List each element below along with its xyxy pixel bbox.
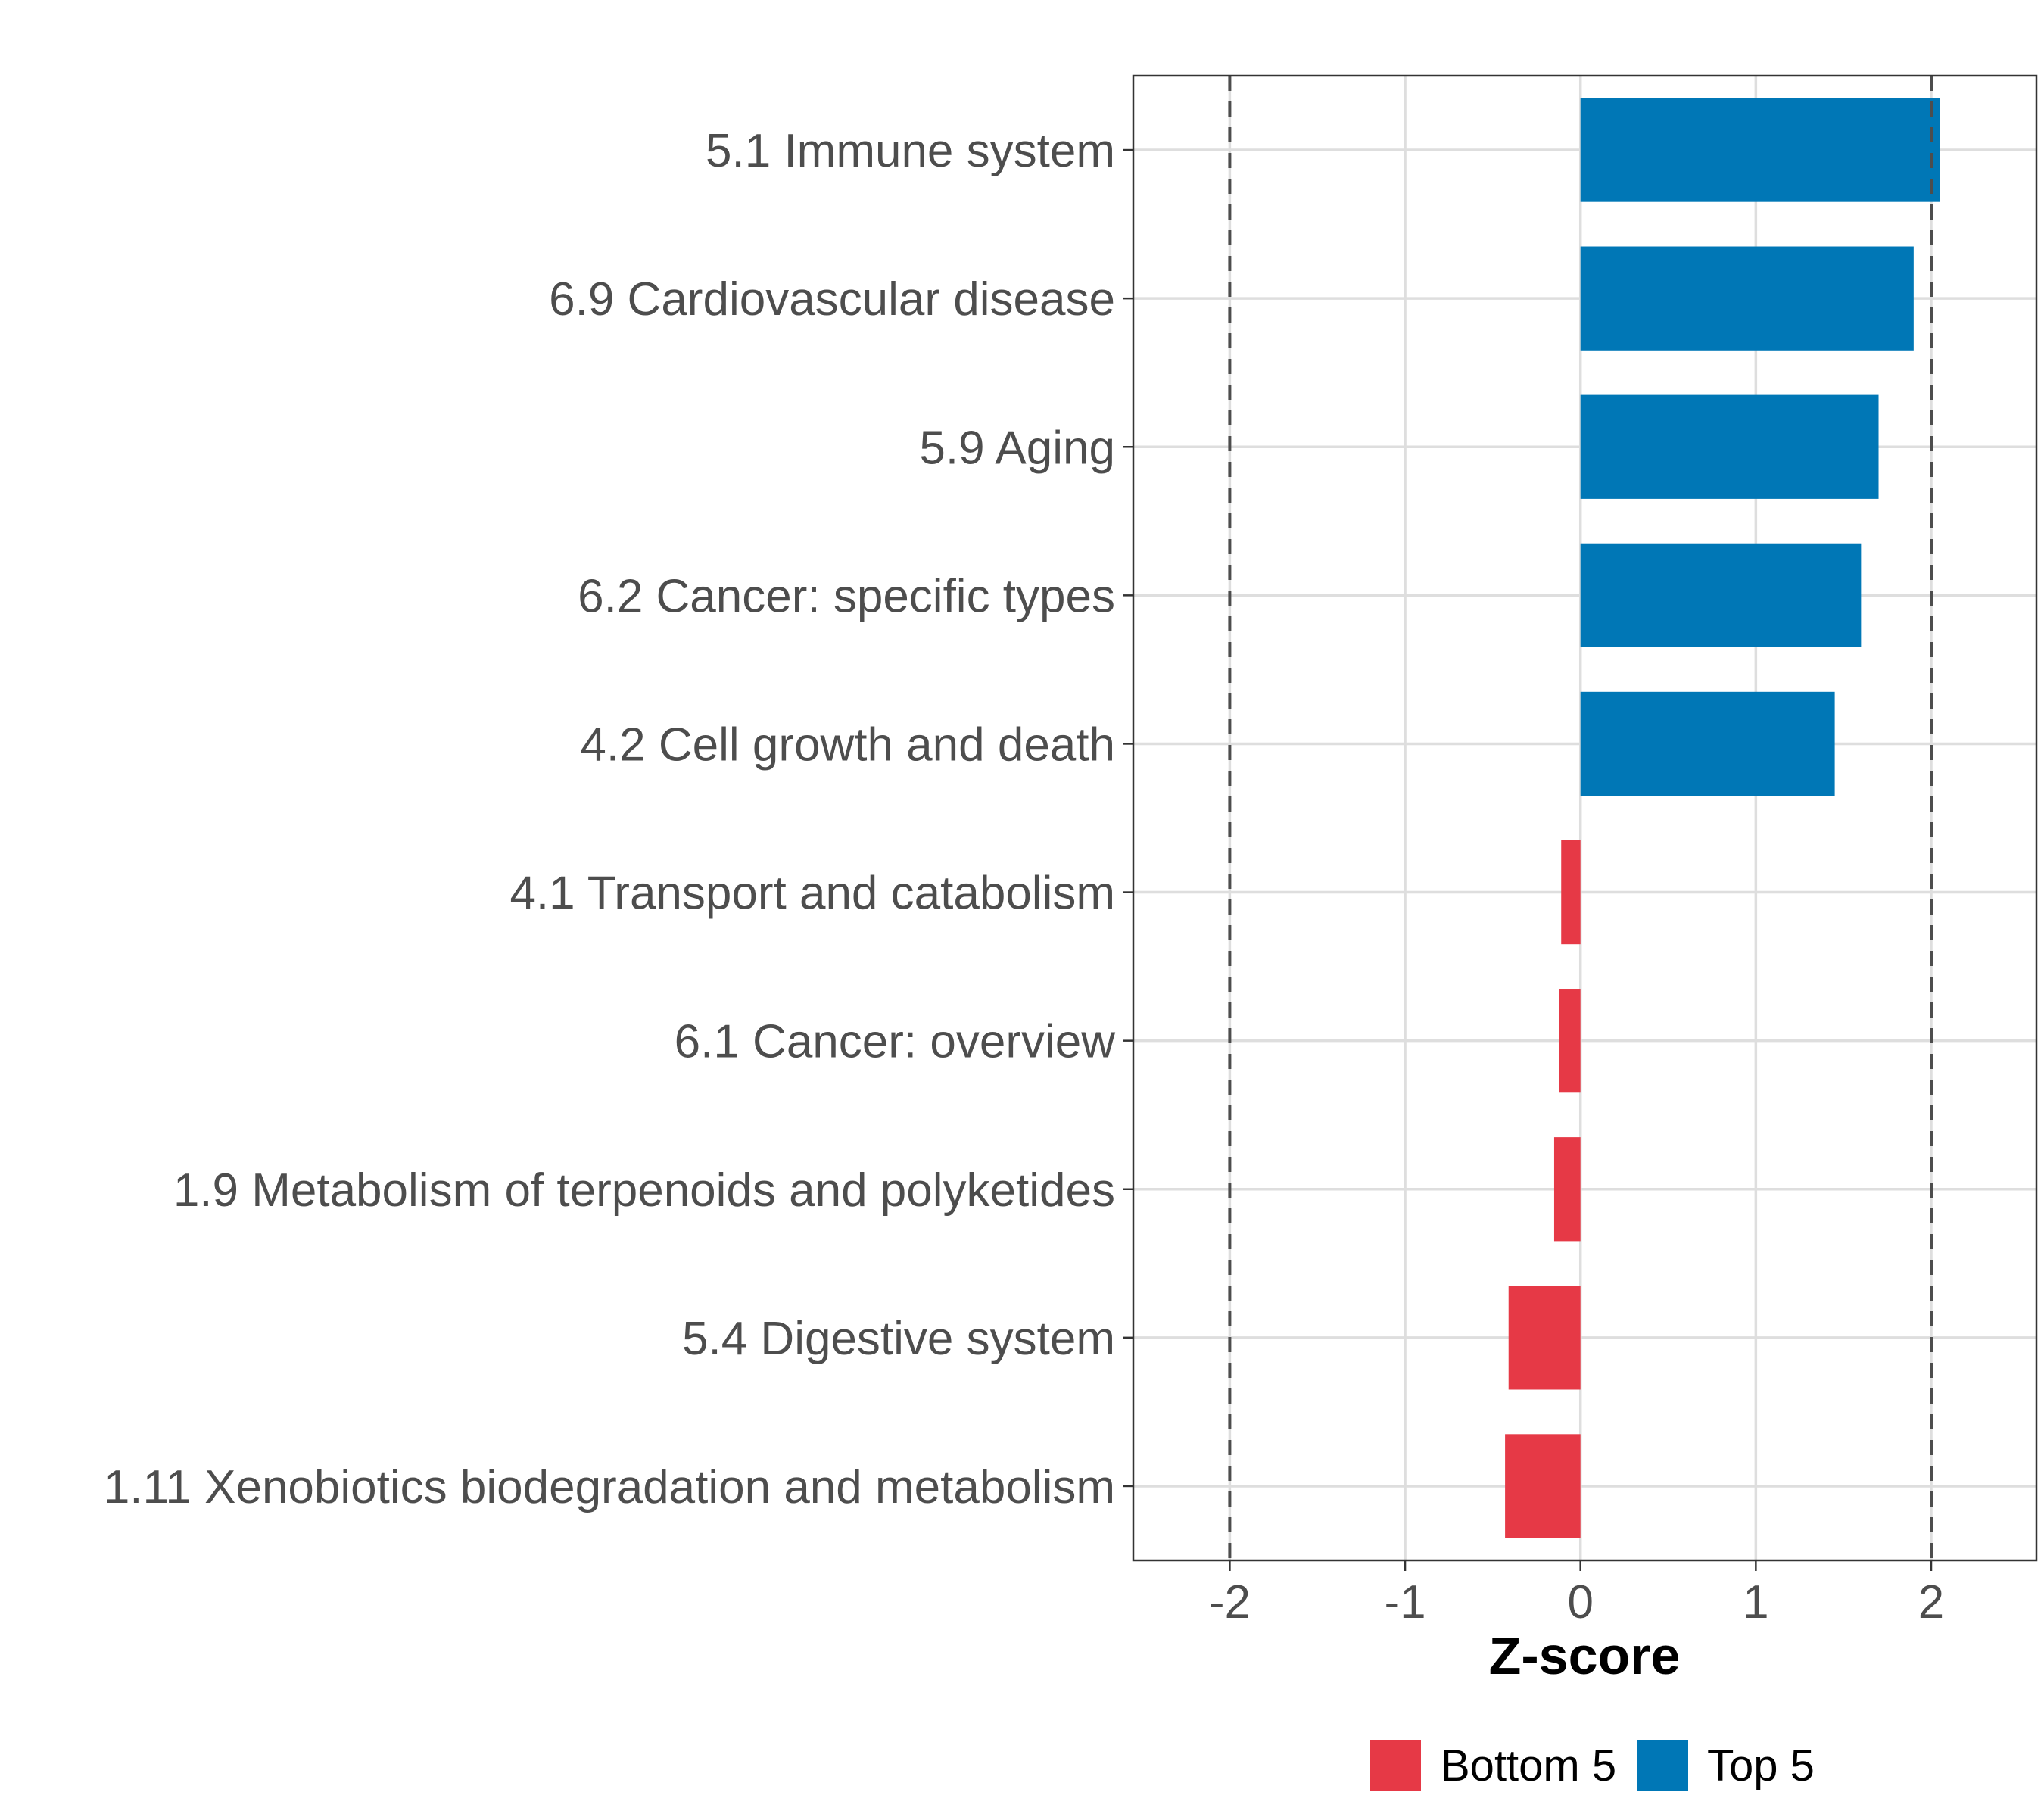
- y-tick-label: 5.4 Digestive system: [682, 1313, 1115, 1365]
- bar-1-11-xenobiotics-biodegradation-and-metabolism: [1505, 1434, 1581, 1538]
- y-axis: 5.1 Immune system 6.9 Cardiovascular dise…: [104, 125, 1133, 1513]
- legend-label-top5: Top 5: [1707, 1741, 1815, 1791]
- bar-1-9-metabolism-of-terpenoids-and-polyketides: [1553, 1137, 1581, 1242]
- x-tick-label: 2: [1918, 1576, 1944, 1628]
- bar-6-9-cardiovascular-disease: [1580, 246, 1914, 351]
- y-tick-label: 6.1 Cancer: overview: [675, 1016, 1116, 1068]
- plot-border: [1132, 74, 2038, 1562]
- y-tick-label: 1.9 Metabolism of terpenoids and polyket…: [173, 1164, 1115, 1217]
- y-tick-label: 1.11 Xenobiotics biodegradation and meta…: [104, 1461, 1115, 1513]
- bar-layer: [1505, 98, 1940, 1538]
- bar-5-4-digestive-system: [1508, 1286, 1581, 1390]
- legend-swatch-bottom5: [1370, 1740, 1421, 1791]
- bar-4-1-transport-and-catabolism: [1561, 840, 1581, 945]
- legend-swatch-top5: [1637, 1740, 1688, 1791]
- y-tick-label: 6.9 Cardiovascular disease: [549, 273, 1115, 326]
- bar-5-9-aging: [1580, 394, 1879, 499]
- bar-6-1-cancer-overview: [1559, 989, 1581, 1093]
- y-tick-label: 5.1 Immune system: [706, 125, 1115, 177]
- reference-lines: [1228, 76, 1933, 1560]
- y-tick-label: 6.2 Cancer: specific types: [578, 570, 1115, 622]
- bar-5-1-immune-system: [1580, 98, 1940, 202]
- y-tick-label: 5.9 Aging: [919, 422, 1115, 474]
- legend: Bottom 5 Top 5: [1370, 1740, 1815, 1791]
- x-tick-label: 1: [1743, 1576, 1768, 1628]
- x-tick-label: 0: [1567, 1576, 1593, 1628]
- bar-6-2-cancer-specific-types: [1580, 543, 1862, 647]
- y-tick-label: 4.2 Cell growth and death: [580, 718, 1115, 771]
- x-axis-title: Z-score: [1489, 1626, 1681, 1685]
- legend-label-bottom5: Bottom 5: [1441, 1741, 1616, 1791]
- y-tick-label: 4.1 Transport and catabolism: [509, 868, 1115, 920]
- x-axis: -2 -1 0 1 2: [1209, 1560, 1944, 1628]
- x-tick-label: -2: [1209, 1576, 1251, 1628]
- bar-4-2-cell-growth-and-death: [1580, 691, 1835, 796]
- x-tick-label: -1: [1384, 1576, 1426, 1628]
